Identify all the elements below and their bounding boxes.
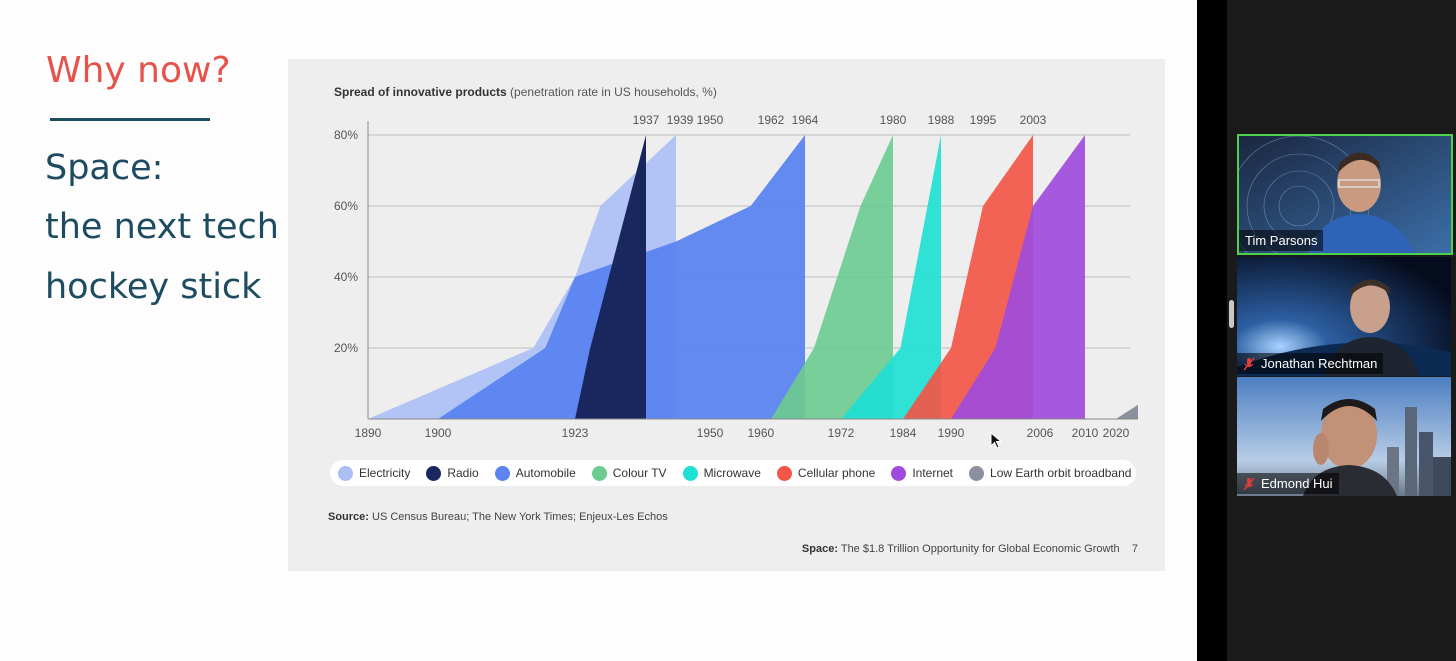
x-top-tick-label: 1962	[758, 113, 785, 127]
legend-dot-icon	[682, 465, 698, 481]
y-tick-label: 60%	[334, 199, 358, 213]
legend-dot-icon	[891, 465, 907, 481]
x-top-tick-label: 1950	[697, 113, 724, 127]
legend-dot-icon	[426, 465, 442, 481]
legend-label: Internet	[912, 466, 954, 480]
legend-dot-icon	[338, 465, 353, 481]
chart-title-bold: Spread of innovative products	[334, 85, 507, 99]
legend-label: Electricity	[359, 466, 411, 480]
area-internet	[951, 135, 1085, 419]
legend-dot-icon	[591, 465, 607, 481]
x-tick-label: 1990	[938, 426, 965, 440]
footer-bold: Space:	[801, 543, 838, 555]
participant-name: Jonathan Rechtman	[1261, 356, 1378, 371]
page-number: 7	[1131, 543, 1138, 555]
x-tick-label: 2006	[1027, 426, 1054, 440]
participant-tile-active-speaker[interactable]: Tim Parsons	[1237, 134, 1453, 255]
chart-panel: Spread of innovative products (penetrati…	[288, 59, 1165, 571]
participant-name-tag: Edmond Hui	[1237, 473, 1339, 494]
area-microwave	[841, 135, 941, 419]
title-divider	[50, 118, 210, 121]
x-top-tick-label: 1980	[880, 113, 907, 127]
y-tick-label: 20%	[334, 341, 358, 355]
legend-label: Low Earth orbit broadband	[990, 466, 1132, 480]
legend-item-radio: Radio	[426, 465, 479, 481]
y-tick-label: 40%	[334, 270, 358, 284]
x-tick-label: 2010	[1072, 426, 1099, 440]
x-top-tick-label: 1988	[928, 113, 955, 127]
participant-gallery: Tim Parsons Jonathan Rechtman	[1197, 0, 1456, 661]
legend-label: Cellular phone	[797, 466, 876, 480]
x-tick-label: 1984	[890, 426, 917, 440]
legend-item-microwave: Microwave	[682, 465, 761, 481]
svg-text:Spread of innovative products: Spread of innovative products (penetrati…	[334, 85, 717, 99]
area-radio	[575, 135, 646, 419]
x-top-tick-label: 1939	[667, 113, 694, 127]
area-colour-tv	[771, 135, 893, 419]
legend-item-automobile: Automobile	[494, 465, 576, 481]
legend-item-cellular-phone: Cellular phone	[776, 465, 876, 481]
legend-label: Automobile	[515, 466, 576, 480]
mouse-cursor-icon	[990, 432, 1002, 449]
legend-label: Microwave	[703, 466, 761, 480]
slide-title: Why now?	[46, 50, 231, 91]
x-tick-label: 1950	[697, 426, 724, 440]
microphone-muted-icon	[1243, 357, 1255, 370]
presentation-slide: Why now? Space: the next tech hockey sti…	[0, 0, 1197, 661]
participant-tile[interactable]: Edmond Hui	[1237, 377, 1451, 496]
gallery-divider	[1197, 0, 1227, 661]
y-tick-label: 80%	[334, 128, 358, 142]
area-low-earth-orbit-broadband	[1116, 404, 1138, 419]
participant-name-tag: Tim Parsons	[1239, 230, 1324, 251]
legend-label: Radio	[447, 466, 479, 480]
slide-heading-line-3: hockey stick	[45, 267, 262, 307]
slide-heading-line-2: the next tech	[45, 207, 279, 247]
chart-legend: Electricity Radio Automobile Colour TV M…	[330, 460, 1136, 486]
legend-dot-icon	[494, 465, 510, 481]
microphone-muted-icon	[1243, 477, 1255, 490]
legend-label: Colour TV	[612, 466, 667, 480]
participant-video	[1237, 377, 1451, 496]
x-top-tick-label: 1964	[792, 113, 819, 127]
resize-handle[interactable]	[1229, 300, 1234, 328]
x-top-tick-label: 1995	[970, 113, 997, 127]
x-tick-label: 1960	[747, 426, 774, 440]
x-top-tick-label: 1937	[633, 113, 660, 127]
x-tick-label: 1923	[562, 426, 589, 440]
slide-heading-line-1: Space:	[45, 148, 164, 188]
participant-name: Tim Parsons	[1245, 233, 1318, 248]
x-tick-label: 1972	[828, 426, 855, 440]
participant-name: Edmond Hui	[1261, 476, 1333, 491]
source-label: Source:	[328, 511, 369, 523]
x-tick-label: 2020	[1103, 426, 1130, 440]
participant-name-tag: Jonathan Rechtman	[1237, 353, 1384, 374]
participant-tile[interactable]: Jonathan Rechtman	[1237, 257, 1451, 376]
chart-title-rest: (penetration rate in US households, %)	[510, 85, 717, 99]
x-tick-label: 1900	[425, 426, 452, 440]
footer-text: The $1.8 Trillion Opportunity for Global…	[840, 543, 1120, 555]
x-tick-label: 1890	[355, 426, 382, 440]
slide-footer: Space: The $1.8 Trillion Opportunity for…	[802, 543, 1138, 555]
penetration-chart: Spread of innovative products (penetrati…	[334, 85, 1138, 440]
legend-item-internet: Internet	[891, 465, 954, 481]
source-text: US Census Bureau; The New York Times; En…	[372, 511, 668, 523]
x-top-tick-label: 2003	[1020, 113, 1047, 127]
legend-item-electricity: Electricity	[338, 465, 411, 481]
legend-item-colour-tv: Colour TV	[591, 465, 667, 481]
legend-dot-icon	[776, 465, 792, 481]
legend-item-leo-broadband: Low Earth orbit broadband	[969, 465, 1132, 481]
chart-source: Source: US Census Bureau; The New York T…	[328, 511, 668, 523]
legend-dot-icon	[969, 465, 985, 481]
